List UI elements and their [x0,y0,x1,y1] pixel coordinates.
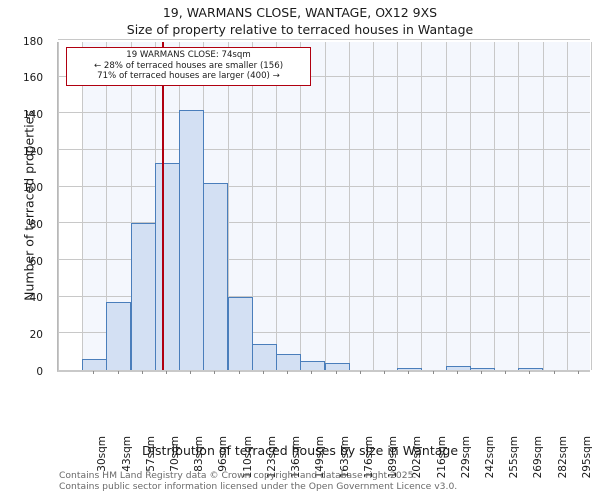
y-axis-tick-label: 60 [29,255,43,268]
x-axis-tick-mark [408,371,409,374]
gridline-vertical [276,42,277,370]
gridline-vertical [494,42,495,370]
histogram-bar [252,344,277,370]
annotation-line-1: 19 WARMANS CLOSE: 74sqm [126,50,251,60]
gridline-horizontal [58,39,590,40]
gridline-vertical [82,42,83,370]
histogram-bar [228,296,253,370]
y-axis-tick-label: 160 [22,72,43,85]
x-axis-tick-mark [578,371,579,374]
x-axis-tick-mark [118,371,119,374]
x-axis-tick-mark [554,371,555,374]
y-axis-tick-label: 140 [22,108,43,121]
gridline-vertical [518,42,519,370]
plot-area [57,39,592,372]
gridline-vertical [325,42,326,370]
y-axis-tick-label: 0 [36,365,43,378]
gridline-vertical [591,42,592,370]
property-annotation-box: 19 WARMANS CLOSE: 74sqm ← 28% of terrace… [66,47,311,86]
annotation-line-3: 71% of terraced houses are larger (400) … [97,71,280,82]
y-axis-tick-label: 20 [29,328,43,341]
plot-left-margin [58,42,83,370]
gridline-vertical [58,42,59,370]
page-title: 19, WARMANS CLOSE, WANTAGE, OX12 9XS [162,5,438,20]
x-axis-tick-mark [190,371,191,374]
histogram-bar [155,162,180,370]
x-axis-tick-mark [93,371,94,374]
histogram-bar [470,368,495,370]
histogram-bar [446,366,471,370]
x-axis-tick-mark [142,371,143,374]
gridline-vertical [106,42,107,370]
property-marker-line [162,42,164,370]
footer-attribution: Contains HM Land Registry data © Crown c… [59,470,457,492]
x-axis-tick-mark [239,371,240,374]
histogram-bar [179,109,204,370]
gridline-vertical [131,42,132,370]
gridline-vertical [397,42,398,370]
chart-subtitle: Size of property relative to terraced ho… [126,22,474,37]
gridline-vertical [252,42,253,370]
histogram-bar [82,359,107,370]
histogram-bar [276,353,301,370]
y-axis-tick-labels: 0 20 40 60 80 100 120 140 160 180 [0,36,52,376]
x-axis-tick-mark [336,371,337,374]
histogram-bar [397,368,422,370]
y-axis-title: Number of terraced properties [21,110,37,301]
x-axis-title: Distribution of terraced houses by size … [141,443,459,458]
x-axis-tick-mark [311,371,312,374]
x-axis-tick-mark [166,371,167,374]
gridline-vertical [373,42,374,370]
y-axis-tick-label: 120 [22,145,43,158]
gridline-horizontal [58,185,590,187]
histogram-bar [106,302,131,370]
x-axis-tick-mark [287,371,288,374]
y-axis-tick-label: 180 [22,35,43,48]
histogram-bar [325,362,350,370]
x-axis-tick-mark [505,371,506,374]
chart-title-block: 19, WARMANS CLOSE, WANTAGE, OX12 9XS Siz… [0,4,600,38]
y-axis-tick-label: 80 [29,218,43,231]
y-axis-tick-label: 40 [29,292,43,305]
gridline-horizontal [58,75,590,77]
gridline-vertical [421,42,422,370]
gridline-horizontal [58,222,590,224]
gridline-horizontal [58,332,590,334]
x-axis-tick-mark [433,371,434,374]
x-axis-tick-mark [384,371,385,374]
histogram-bar [203,183,228,370]
x-axis-tick-mark [457,371,458,374]
gridline-vertical [543,42,544,370]
x-axis-tick-labels: 30sqm 43sqm 57sqm 70sqm 83sqm 96sqm 110sqm 123s… [57,371,593,478]
gridline-horizontal [58,295,590,297]
gridline-vertical [470,42,471,370]
annotation-line-2: ← 28% of terraced houses are smaller (15… [93,60,284,71]
gridline-vertical [446,42,447,370]
gridline-vertical [349,42,350,370]
gridline-horizontal [58,112,590,114]
histogram-bar [131,223,156,370]
x-axis-tick-mark [214,371,215,374]
x-axis-tick-mark [360,371,361,374]
gridline-vertical [228,42,229,370]
gridline-vertical [567,42,568,370]
histogram-bar [300,360,325,370]
x-axis-tick-mark [481,371,482,374]
x-axis-tick-mark [263,371,264,374]
gridline-horizontal [58,149,590,150]
histogram-bar [518,368,543,370]
footer-line-1: Contains HM Land Registry data © Crown c… [59,470,417,481]
x-axis-tick-mark [529,371,530,374]
gridline-horizontal [58,259,590,260]
gridline-vertical [300,42,301,370]
footer-line-2: Contains public sector information licen… [59,481,458,492]
y-axis-tick-label: 100 [22,182,43,195]
